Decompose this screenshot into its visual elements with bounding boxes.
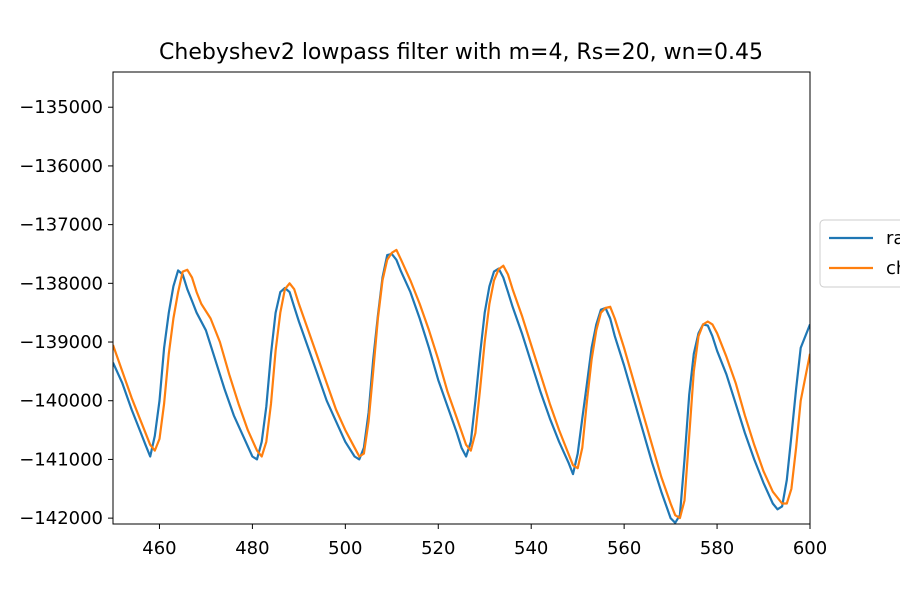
y-tick-label: −138000	[19, 273, 103, 294]
y-tick-label: −137000	[19, 215, 103, 236]
x-tick-label: 480	[235, 538, 269, 559]
legend-label-ra: ra	[886, 228, 900, 249]
legend-box	[819, 219, 900, 288]
legend: ra ch	[819, 219, 900, 288]
y-tick-label: −136000	[19, 156, 103, 177]
plot-frame	[112, 71, 811, 525]
x-tick-label: 560	[607, 538, 641, 559]
y-tick-label: −142000	[19, 508, 103, 529]
x-tick-label: 540	[514, 538, 548, 559]
y-tick-label: −140000	[19, 391, 103, 412]
x-tick-label: 520	[421, 538, 455, 559]
x-tick-label: 600	[793, 538, 827, 559]
x-axis: 460 480 500 520 540 560 580 600	[142, 524, 827, 559]
y-axis: −135000 −136000 −137000 −138000 −139000 −1400…	[19, 97, 113, 529]
series-line-ra	[113, 252, 810, 524]
series-line-ch	[113, 248, 810, 520]
x-tick-label: 460	[142, 538, 176, 559]
y-tick-label: −139000	[19, 332, 103, 353]
y-tick-label: −135000	[19, 97, 103, 118]
y-tick-label: −141000	[19, 449, 103, 470]
legend-label-ch: ch	[886, 258, 900, 279]
plot-area	[113, 248, 810, 524]
chart-title: Chebyshev2 lowpass filter with m=4, Rs=2…	[159, 40, 763, 65]
x-tick-label: 500	[328, 538, 362, 559]
x-tick-label: 580	[700, 538, 734, 559]
